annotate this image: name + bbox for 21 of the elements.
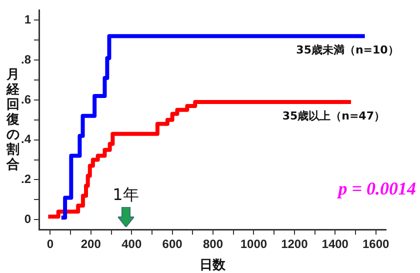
series-label: 35歳以上（n=47） [282, 109, 385, 122]
annotation: p = 0.0014 [336, 178, 416, 199]
y-tick-label: .4 [20, 132, 32, 146]
x-tick-label: 400 [122, 237, 142, 252]
y-tick-label: .6 [20, 92, 32, 106]
y-tick-label: 0 [24, 212, 32, 226]
y-axis-title: 月経回復の割合 [6, 67, 20, 172]
y-tick-label: .2 [20, 172, 32, 186]
y-tick-label: 1 [24, 12, 32, 26]
annotation: 1年 [112, 184, 139, 204]
x-tick-label: 800 [202, 237, 224, 252]
y-tick-label: .8 [20, 52, 32, 66]
x-tick-label: 0 [46, 237, 54, 252]
x-axis-title: 日数 [200, 258, 227, 273]
x-tick-label: 1400 [322, 237, 349, 252]
x-tick-label: 1600 [362, 237, 390, 252]
series-label: 35歳未満（n=10） [296, 43, 399, 56]
x-tick-label: 1000 [240, 237, 268, 252]
x-tick-label: 600 [162, 237, 183, 252]
x-tick-label: 200 [80, 237, 102, 252]
x-tick-label: 1200 [281, 237, 308, 252]
